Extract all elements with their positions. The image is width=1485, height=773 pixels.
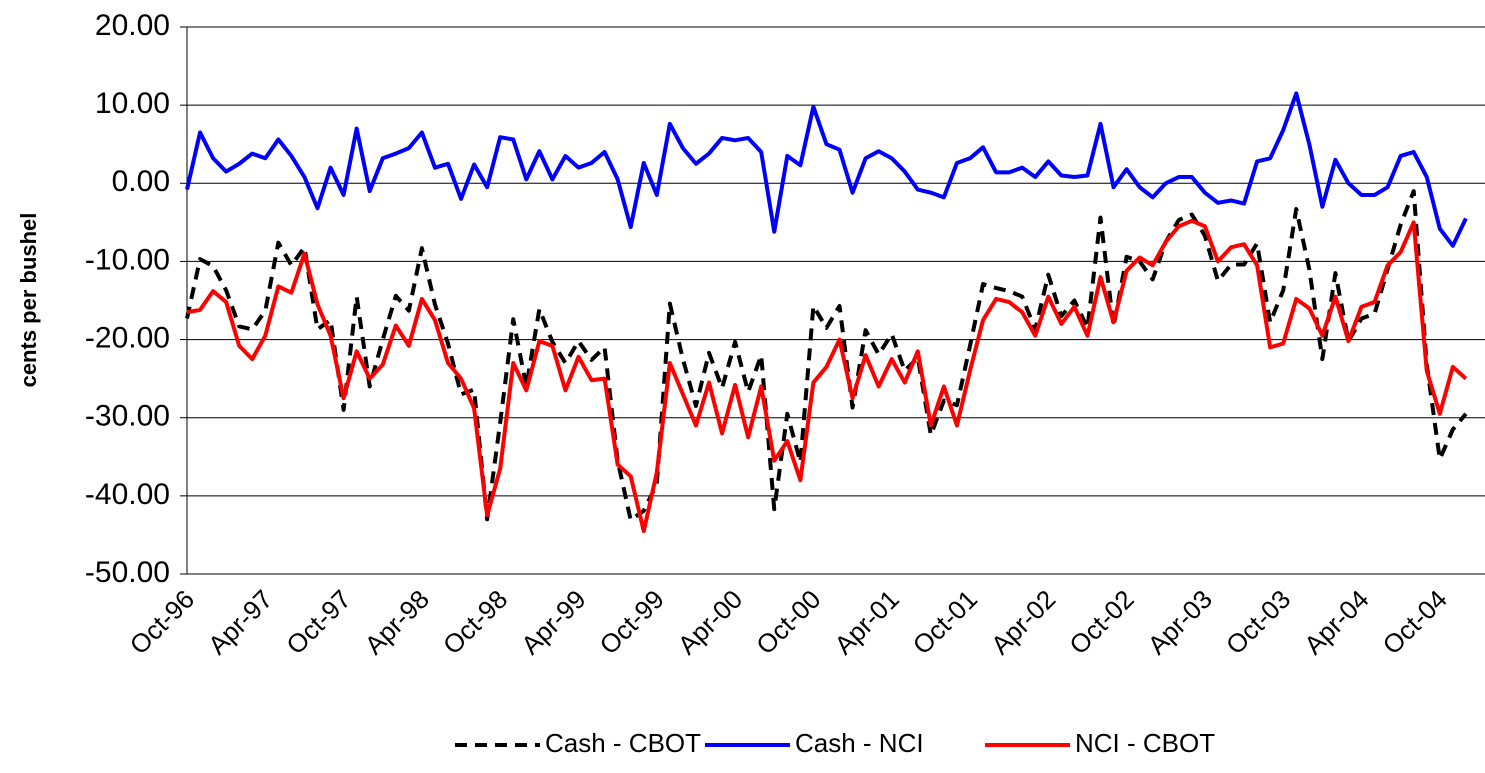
y-tick-label: -40.00: [85, 478, 170, 511]
y-tick-label: 10.00: [95, 87, 170, 120]
x-tick-label: Apr-97: [202, 584, 278, 660]
x-tick-label: Apr-98: [359, 584, 435, 660]
series-line: [185, 189, 1468, 523]
x-tick-label: Oct-03: [1220, 584, 1296, 660]
x-tick-label: Apr-00: [672, 584, 748, 660]
y-tick-label: -30.00: [85, 400, 170, 433]
series-line: [186, 218, 1468, 534]
series-line: [185, 91, 1468, 248]
x-tick-label: Oct-04: [1377, 584, 1453, 660]
x-tick-label: Apr-02: [985, 584, 1061, 660]
y-tick-label: 20.00: [95, 9, 170, 42]
x-tick-label: Apr-03: [1142, 584, 1218, 660]
y-axis-label: cents per bushel: [16, 213, 41, 388]
x-tick-label: Oct-00: [750, 584, 826, 660]
y-tick-label: 0.00: [112, 165, 170, 198]
x-tick-label: Oct-02: [1063, 584, 1139, 660]
legend-label: Cash - NCI: [795, 728, 924, 758]
y-tick-label: -50.00: [85, 556, 170, 589]
legend-label: NCI - CBOT: [1075, 728, 1215, 758]
y-tick-label: -20.00: [85, 321, 170, 354]
x-tick-label: Oct-99: [594, 584, 670, 660]
x-tick-label: Apr-99: [515, 584, 591, 660]
y-tick-label: -10.00: [85, 243, 170, 276]
x-tick-label: Apr-01: [828, 584, 904, 660]
x-tick-label: Oct-97: [280, 584, 356, 660]
x-tick-label: Oct-98: [437, 584, 513, 660]
x-tick-label: Apr-04: [1298, 584, 1374, 660]
legend-label: Cash - CBOT: [545, 728, 701, 758]
x-tick-label: Oct-96: [124, 584, 200, 660]
x-tick-label: Oct-01: [907, 584, 983, 660]
